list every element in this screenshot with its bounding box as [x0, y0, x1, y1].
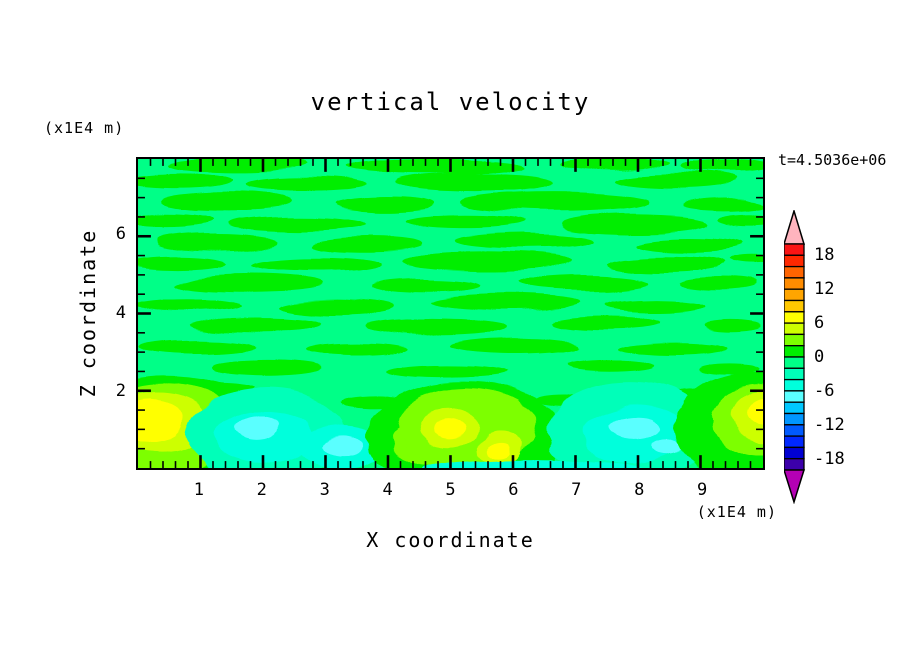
colorbar-tick-label: 18 — [814, 245, 835, 266]
time-annotation: t=4.5036e+06 — [778, 151, 887, 169]
colorbar-tick-label: -18 — [814, 448, 845, 469]
colorbar-tick-label: 6 — [814, 313, 825, 334]
colorbar — [784, 210, 806, 504]
colorbar-tick-label: -6 — [814, 380, 835, 401]
x-tick-label: 2 — [256, 480, 267, 500]
x-tick-label: 1 — [193, 480, 205, 500]
y-tick-label: 6 — [115, 224, 126, 245]
y-tick-label: 2 — [115, 380, 126, 401]
x-tick-label: 8 — [634, 480, 645, 500]
x-axis-unit-label: (x1E4 m) — [696, 503, 777, 521]
axis-ticks — [138, 159, 763, 468]
contour-field — [138, 159, 763, 468]
x-tick-label: 9 — [696, 480, 708, 500]
y-axis-unit-label: (x1E4 m) — [44, 119, 125, 137]
x-tick-label: 7 — [571, 480, 582, 500]
colorbar-tick-label: -12 — [814, 414, 845, 435]
x-tick-label: 3 — [319, 480, 330, 500]
x-axis-title: X coordinate — [366, 528, 535, 552]
x-tick-label: 6 — [508, 480, 519, 500]
x-tick-label: 4 — [382, 480, 393, 500]
x-tick-label: 5 — [445, 480, 456, 500]
colorbar-tick-label: 12 — [814, 279, 835, 300]
plot-area — [136, 157, 765, 470]
colorbar-tick-label: 0 — [814, 347, 825, 367]
y-tick-label: 4 — [115, 302, 126, 323]
chart-title: vertical velocity — [310, 88, 591, 116]
